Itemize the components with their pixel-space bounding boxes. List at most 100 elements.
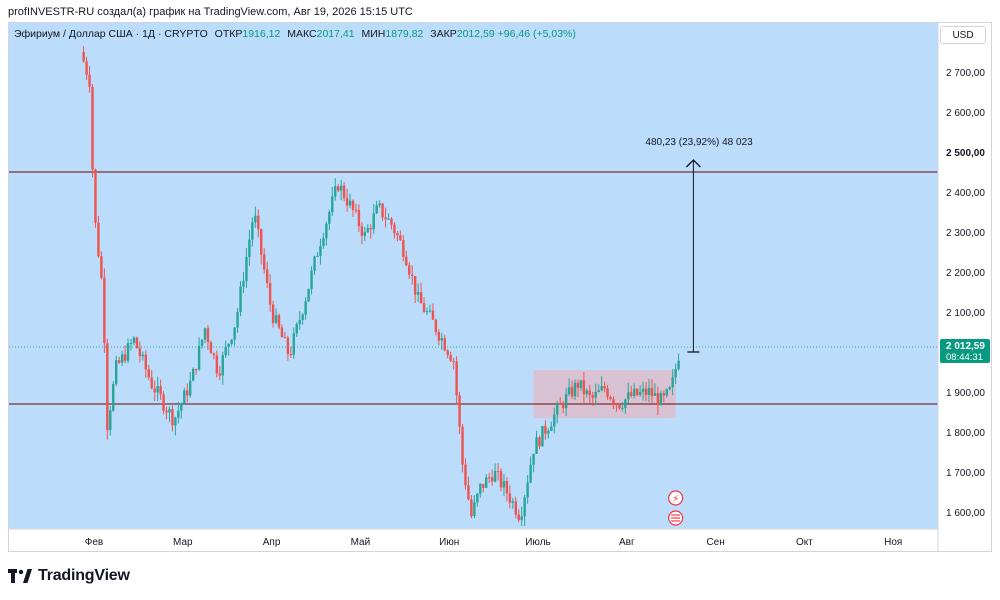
candle-body <box>570 387 574 397</box>
candle-body <box>630 392 633 396</box>
candle-body <box>123 354 127 361</box>
candle-body <box>573 382 577 397</box>
candle-body <box>588 390 591 395</box>
candle-body <box>416 292 420 295</box>
candle-body <box>357 209 361 227</box>
candle-body <box>464 464 467 486</box>
candle-body <box>168 409 171 413</box>
tradingview-logo[interactable]: TradingView <box>8 566 130 586</box>
month-tick-label: Окт <box>796 537 813 548</box>
candle-body <box>431 310 435 320</box>
candle-body <box>109 410 112 431</box>
close-value: 2012,59 <box>456 28 495 40</box>
candle-body <box>120 354 124 363</box>
candle-body <box>532 453 535 465</box>
candle-body <box>387 218 390 220</box>
candle-body <box>301 314 304 320</box>
price-tick-label: 2 100,00 <box>946 308 985 319</box>
candle-body <box>413 275 417 295</box>
candle-body <box>482 483 485 488</box>
candle-body <box>402 240 405 257</box>
candle-body <box>260 229 263 255</box>
candle-body <box>162 394 165 411</box>
candle-body <box>659 393 663 406</box>
candle-body <box>129 343 133 345</box>
candle-body <box>393 224 396 234</box>
month-tick-label: Сен <box>706 537 724 548</box>
candle-body <box>671 377 674 388</box>
candle-body <box>248 239 251 258</box>
candle-body <box>496 471 500 473</box>
candle-body <box>277 315 281 328</box>
candle-body <box>289 354 293 356</box>
price-tick-label: 2 300,00 <box>946 228 985 239</box>
candle-body <box>159 386 162 395</box>
candle-body <box>538 437 541 447</box>
flash-event-icon[interactable] <box>668 490 684 506</box>
candle-body <box>337 186 340 191</box>
candle-body <box>526 482 529 498</box>
candle-body <box>665 389 668 396</box>
month-tick-label: Апр <box>263 537 281 548</box>
candle-body <box>556 403 559 415</box>
high-label: МАКС <box>287 28 317 40</box>
candle-body <box>283 337 287 339</box>
candle-body <box>490 477 494 482</box>
currency-button[interactable]: USD <box>940 26 986 44</box>
price-tick-label: 2 700,00 <box>946 68 985 79</box>
candle-body <box>147 369 150 378</box>
candle-body <box>171 409 174 426</box>
month-tick-label: Май <box>351 537 371 548</box>
tradingview-icon <box>8 569 32 583</box>
candle-body <box>449 355 452 361</box>
month-tick-label: Мар <box>173 537 193 548</box>
candle-body <box>348 200 352 206</box>
candle-body <box>529 464 532 483</box>
candle-body <box>100 256 103 278</box>
measure-label: 480,23 (23,92%) 48 023 <box>645 137 753 148</box>
candle-body <box>144 354 147 370</box>
candle-body <box>579 380 583 389</box>
candle-body <box>165 410 168 413</box>
month-tick-label: Июн <box>439 537 459 548</box>
plot-area[interactable] <box>9 23 938 529</box>
candle-body <box>384 217 387 220</box>
candle-body <box>656 393 660 406</box>
candle-body <box>239 286 242 312</box>
candle-body <box>227 343 230 347</box>
candle-body <box>461 426 464 465</box>
candle-body <box>662 393 665 396</box>
candle-body <box>375 205 378 214</box>
candle-body <box>594 391 597 398</box>
candle-body <box>189 380 192 396</box>
candle-body <box>342 185 346 199</box>
candle-body <box>615 403 618 405</box>
candle-body <box>233 327 236 340</box>
candle-body <box>339 185 343 191</box>
candle-body <box>254 215 257 223</box>
candle-body <box>517 514 520 520</box>
candle-body <box>230 339 233 344</box>
candle-body <box>150 377 153 389</box>
candle-body <box>487 477 491 479</box>
close-label: ЗАКР <box>430 28 457 40</box>
candle-body <box>245 257 248 282</box>
candle-body <box>582 380 586 395</box>
candle-body <box>653 393 657 396</box>
candle-body <box>390 218 393 225</box>
candle-body <box>186 390 189 396</box>
candle-body <box>372 213 375 230</box>
candle-body <box>82 52 85 62</box>
candle-body <box>644 388 648 395</box>
price-tick-label: 1 700,00 <box>946 468 985 479</box>
candle-body <box>218 373 221 376</box>
candle-body <box>476 493 479 503</box>
candle-body <box>641 388 645 392</box>
candle-body <box>455 361 458 396</box>
candle-body <box>618 404 621 409</box>
month-tick-label: Авг <box>619 537 635 548</box>
candle-body <box>452 360 455 362</box>
candle-body <box>271 304 275 323</box>
symbol-name: Эфириум / Доллар США · 1Д · CRYPTO <box>14 28 208 40</box>
